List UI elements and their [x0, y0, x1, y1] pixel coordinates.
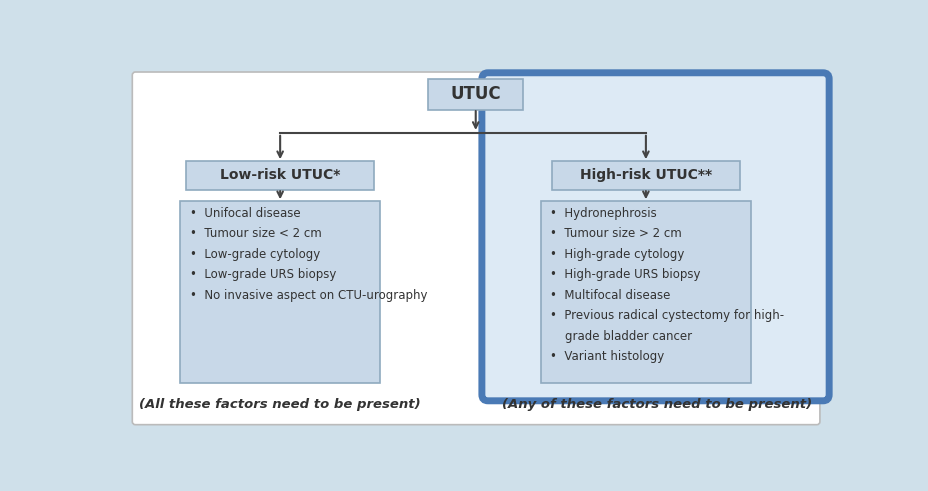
- FancyBboxPatch shape: [428, 79, 522, 110]
- FancyBboxPatch shape: [541, 201, 750, 383]
- FancyBboxPatch shape: [551, 161, 739, 190]
- Text: •  Hydronephrosis
•  Tumour size > 2 cm
•  High-grade cytology
•  High-grade URS: • Hydronephrosis • Tumour size > 2 cm • …: [549, 207, 784, 363]
- Text: (All these factors need to be present): (All these factors need to be present): [139, 398, 420, 411]
- FancyBboxPatch shape: [186, 161, 374, 190]
- FancyBboxPatch shape: [180, 201, 380, 383]
- Text: High-risk UTUC**: High-risk UTUC**: [579, 168, 711, 182]
- Text: UTUC: UTUC: [450, 85, 500, 103]
- Text: (Any of these factors need to be present): (Any of these factors need to be present…: [502, 398, 812, 411]
- FancyBboxPatch shape: [132, 72, 819, 425]
- FancyBboxPatch shape: [482, 73, 829, 401]
- Text: Low-risk UTUC*: Low-risk UTUC*: [220, 168, 340, 182]
- Text: •  Unifocal disease
•  Tumour size < 2 cm
•  Low-grade cytology
•  Low-grade URS: • Unifocal disease • Tumour size < 2 cm …: [189, 207, 427, 302]
